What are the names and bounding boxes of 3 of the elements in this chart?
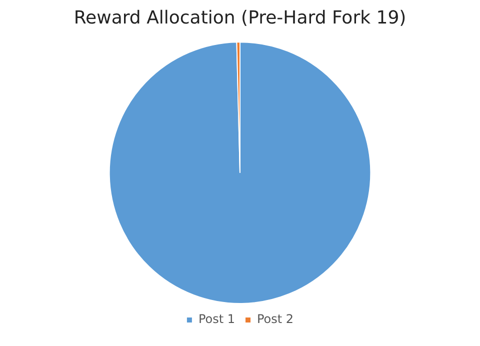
legend-label: Post 1 — [198, 312, 236, 326]
legend-label: Post 2 — [257, 312, 294, 326]
chart-title: Reward Allocation (Pre-Hard Fork 19) — [74, 7, 406, 28]
